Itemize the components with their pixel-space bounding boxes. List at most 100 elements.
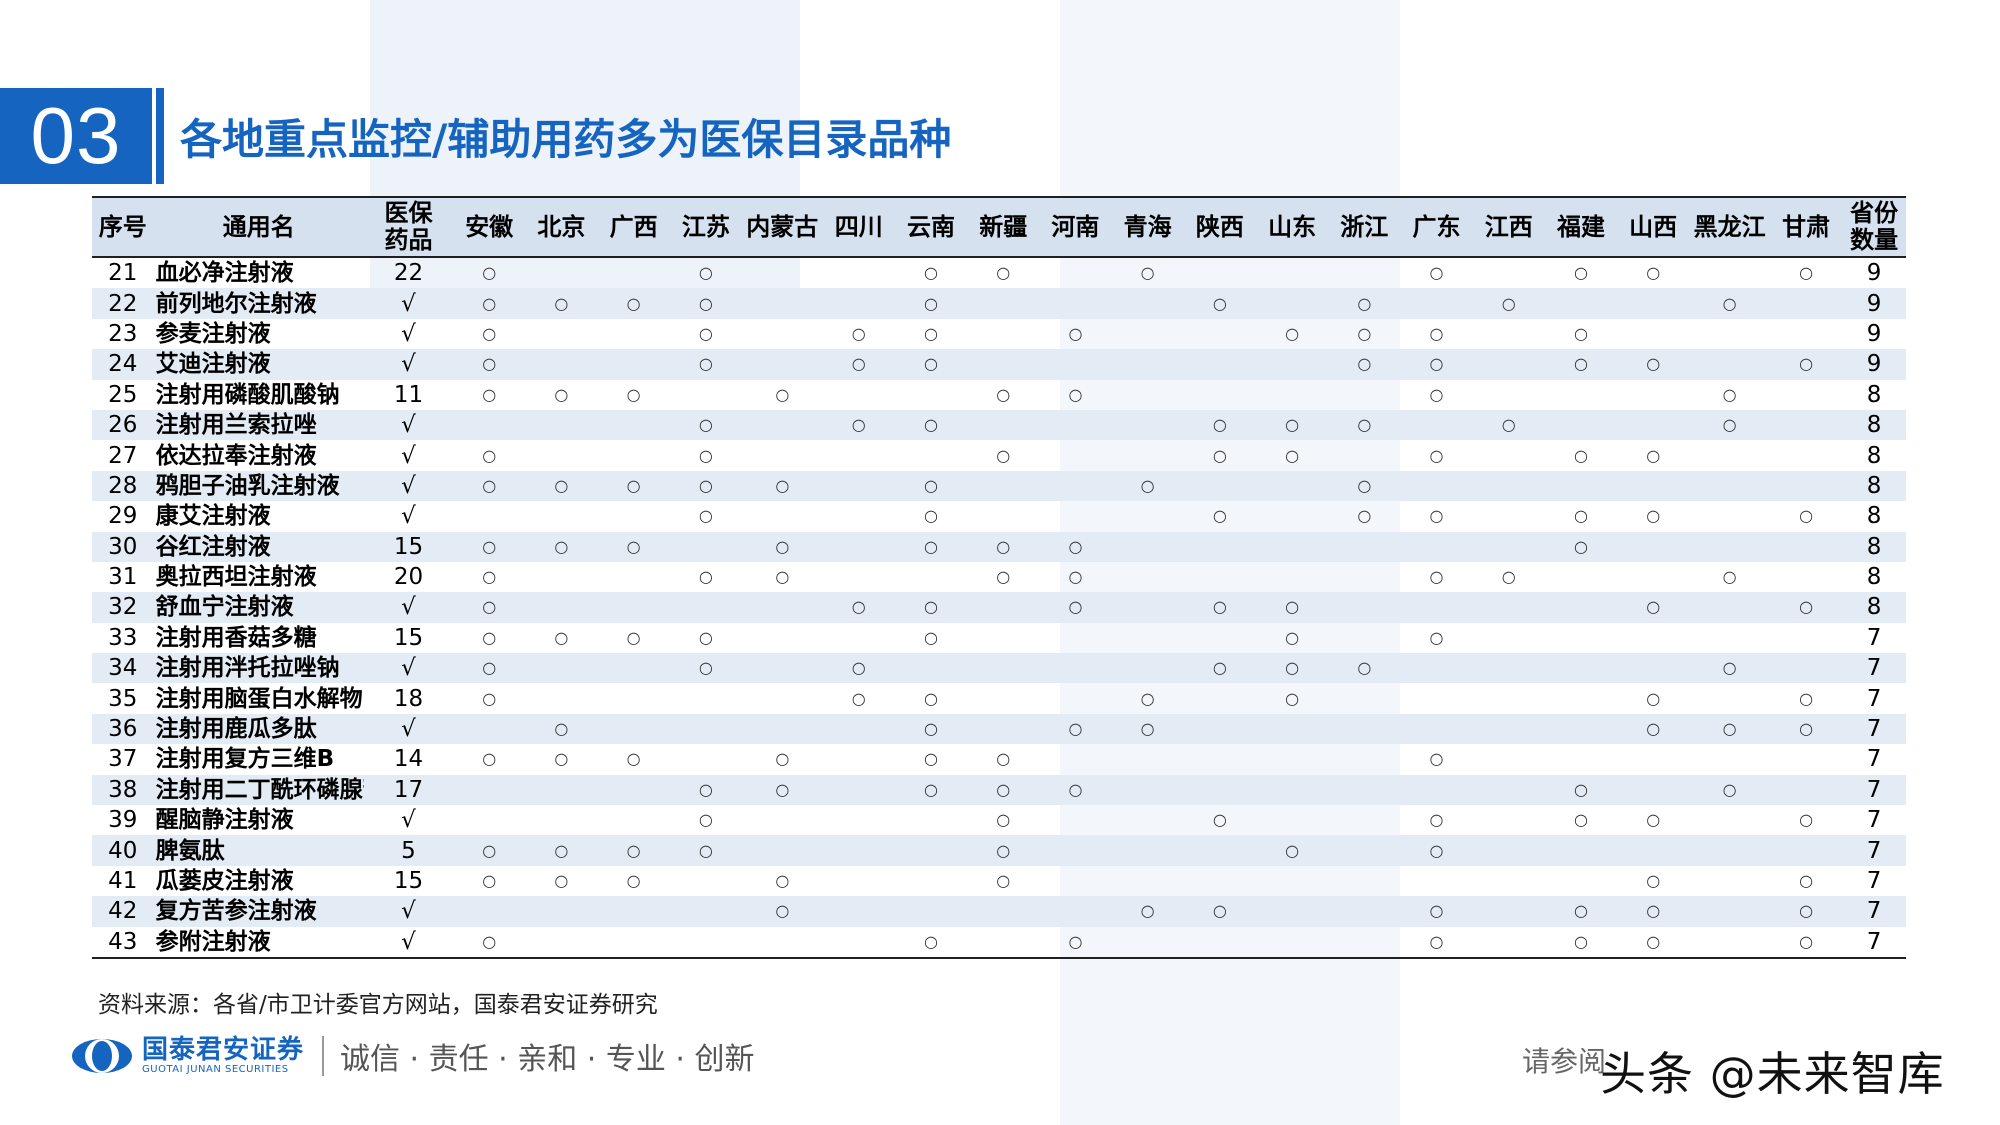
province-empty	[598, 257, 670, 288]
province-empty	[525, 319, 597, 349]
province-empty	[895, 380, 967, 410]
province-empty	[1256, 471, 1328, 501]
province-mark: ○	[482, 688, 497, 708]
province-empty	[967, 501, 1039, 531]
province-empty	[823, 835, 895, 865]
province-empty	[1617, 319, 1689, 349]
province-empty	[1328, 805, 1400, 835]
province-mark: ○	[698, 506, 713, 526]
province-mark: ○	[1357, 506, 1372, 526]
province-empty	[1617, 380, 1689, 410]
province-empty	[1184, 257, 1256, 288]
header-label: 黑龙江	[1693, 212, 1766, 241]
province-empty	[1328, 440, 1400, 470]
province-empty	[1256, 288, 1328, 318]
row-seq: 37	[108, 746, 138, 773]
province-empty	[1328, 866, 1400, 896]
row-province-count: 7	[1866, 716, 1882, 743]
province-mark: ○	[554, 749, 569, 769]
province-empty	[1328, 683, 1400, 713]
province-empty	[670, 592, 742, 622]
province-empty	[1112, 349, 1184, 379]
province-empty	[1112, 653, 1184, 683]
row-drug-name: 瓜蒌皮注射液	[155, 868, 294, 894]
province-empty	[1473, 866, 1545, 896]
row-drug-name: 醒脑静注射液	[155, 807, 294, 834]
province-mark: ○	[1573, 445, 1588, 465]
header-label: 广东	[1412, 212, 1461, 241]
page-title: 各地重点监控/辅助用药多为医保目录品种	[180, 115, 952, 164]
province-mark: ○	[554, 475, 569, 495]
header-label: 省份	[1850, 199, 1899, 227]
province-mark: ○	[1722, 293, 1737, 313]
province-empty	[1328, 744, 1400, 774]
province-empty	[1039, 501, 1111, 531]
province-empty	[742, 805, 823, 835]
province-mark: ○	[1722, 384, 1737, 404]
province-empty	[1255, 926, 1329, 959]
province-mark: ○	[1799, 597, 1814, 617]
province-empty	[823, 805, 895, 835]
province-empty	[823, 866, 895, 896]
province-empty	[1183, 926, 1256, 959]
province-mark: ○	[482, 323, 497, 343]
header-label: 北京	[537, 212, 586, 241]
province-empty	[598, 319, 670, 349]
province-empty	[1545, 380, 1617, 410]
header-insurance: 医保 药品	[363, 196, 454, 258]
province-empty	[453, 714, 525, 744]
province-mark: ○	[1799, 263, 1814, 283]
province-mark: ○	[1617, 926, 1690, 959]
province-mark: ○	[1501, 293, 1516, 313]
province-empty	[1770, 440, 1842, 470]
province-mark: ○	[996, 871, 1011, 890]
province-empty	[822, 926, 895, 959]
province-mark: ○	[775, 871, 790, 890]
row-province-count: 7	[1866, 837, 1882, 864]
table-body: 21 血必净注射液 22 ○ ○ ○ ○ ○ ○ ○ ○ ○ 9 22 前列地尔注射液 √ ○ ○ ○ ○ ○ ○ ○ ○ ○ 9…	[92, 257, 1906, 959]
province-empty	[1112, 592, 1184, 622]
province-empty	[453, 896, 525, 926]
province-empty	[967, 896, 1039, 926]
province-empty	[598, 592, 670, 622]
province-empty	[742, 319, 823, 349]
province-empty	[1256, 532, 1328, 562]
row-province-count: 7	[1866, 776, 1882, 803]
province-mark: ○	[482, 567, 497, 587]
row-province-count: 9	[1866, 290, 1882, 317]
province-empty	[1039, 744, 1111, 774]
province-mark: ○	[482, 871, 497, 890]
row-drug-name: 依达拉奉注射液	[155, 442, 317, 469]
province-empty	[1039, 653, 1111, 683]
province-mark: ○	[851, 688, 866, 708]
province-empty	[967, 319, 1039, 349]
province-empty	[1473, 471, 1545, 501]
province-empty	[1770, 653, 1842, 683]
province-mark: ○	[996, 840, 1011, 860]
province-mark: ○	[1573, 506, 1588, 526]
province-empty	[1545, 288, 1617, 318]
header-label: 江西	[1484, 212, 1533, 241]
province-mark: ○	[996, 536, 1011, 556]
province-mark: ○	[996, 384, 1011, 404]
row-insurance: √	[401, 320, 416, 347]
province-mark: ○	[1357, 293, 1372, 313]
row-province-count: 7	[1866, 746, 1882, 773]
row-drug-name: 注射用鹿瓜多肽	[155, 716, 317, 743]
province-mark: ○	[1722, 658, 1737, 678]
row-insurance: √	[401, 472, 416, 499]
row-drug-name: 参附注射液	[153, 926, 364, 959]
header-label: 四川	[834, 212, 883, 241]
header-label: 山东	[1268, 212, 1317, 241]
province-empty	[1184, 562, 1256, 592]
province-empty	[1473, 835, 1545, 865]
province-empty	[598, 440, 670, 470]
row-drug-name: 脾氨肽	[155, 837, 225, 864]
province-mark: ○	[698, 810, 713, 830]
province-empty	[1473, 592, 1545, 622]
province-empty	[1689, 319, 1770, 349]
province-empty	[1545, 866, 1617, 896]
province-empty	[967, 410, 1039, 440]
province-mark: ○	[698, 415, 713, 435]
province-mark: ○	[1140, 688, 1155, 708]
